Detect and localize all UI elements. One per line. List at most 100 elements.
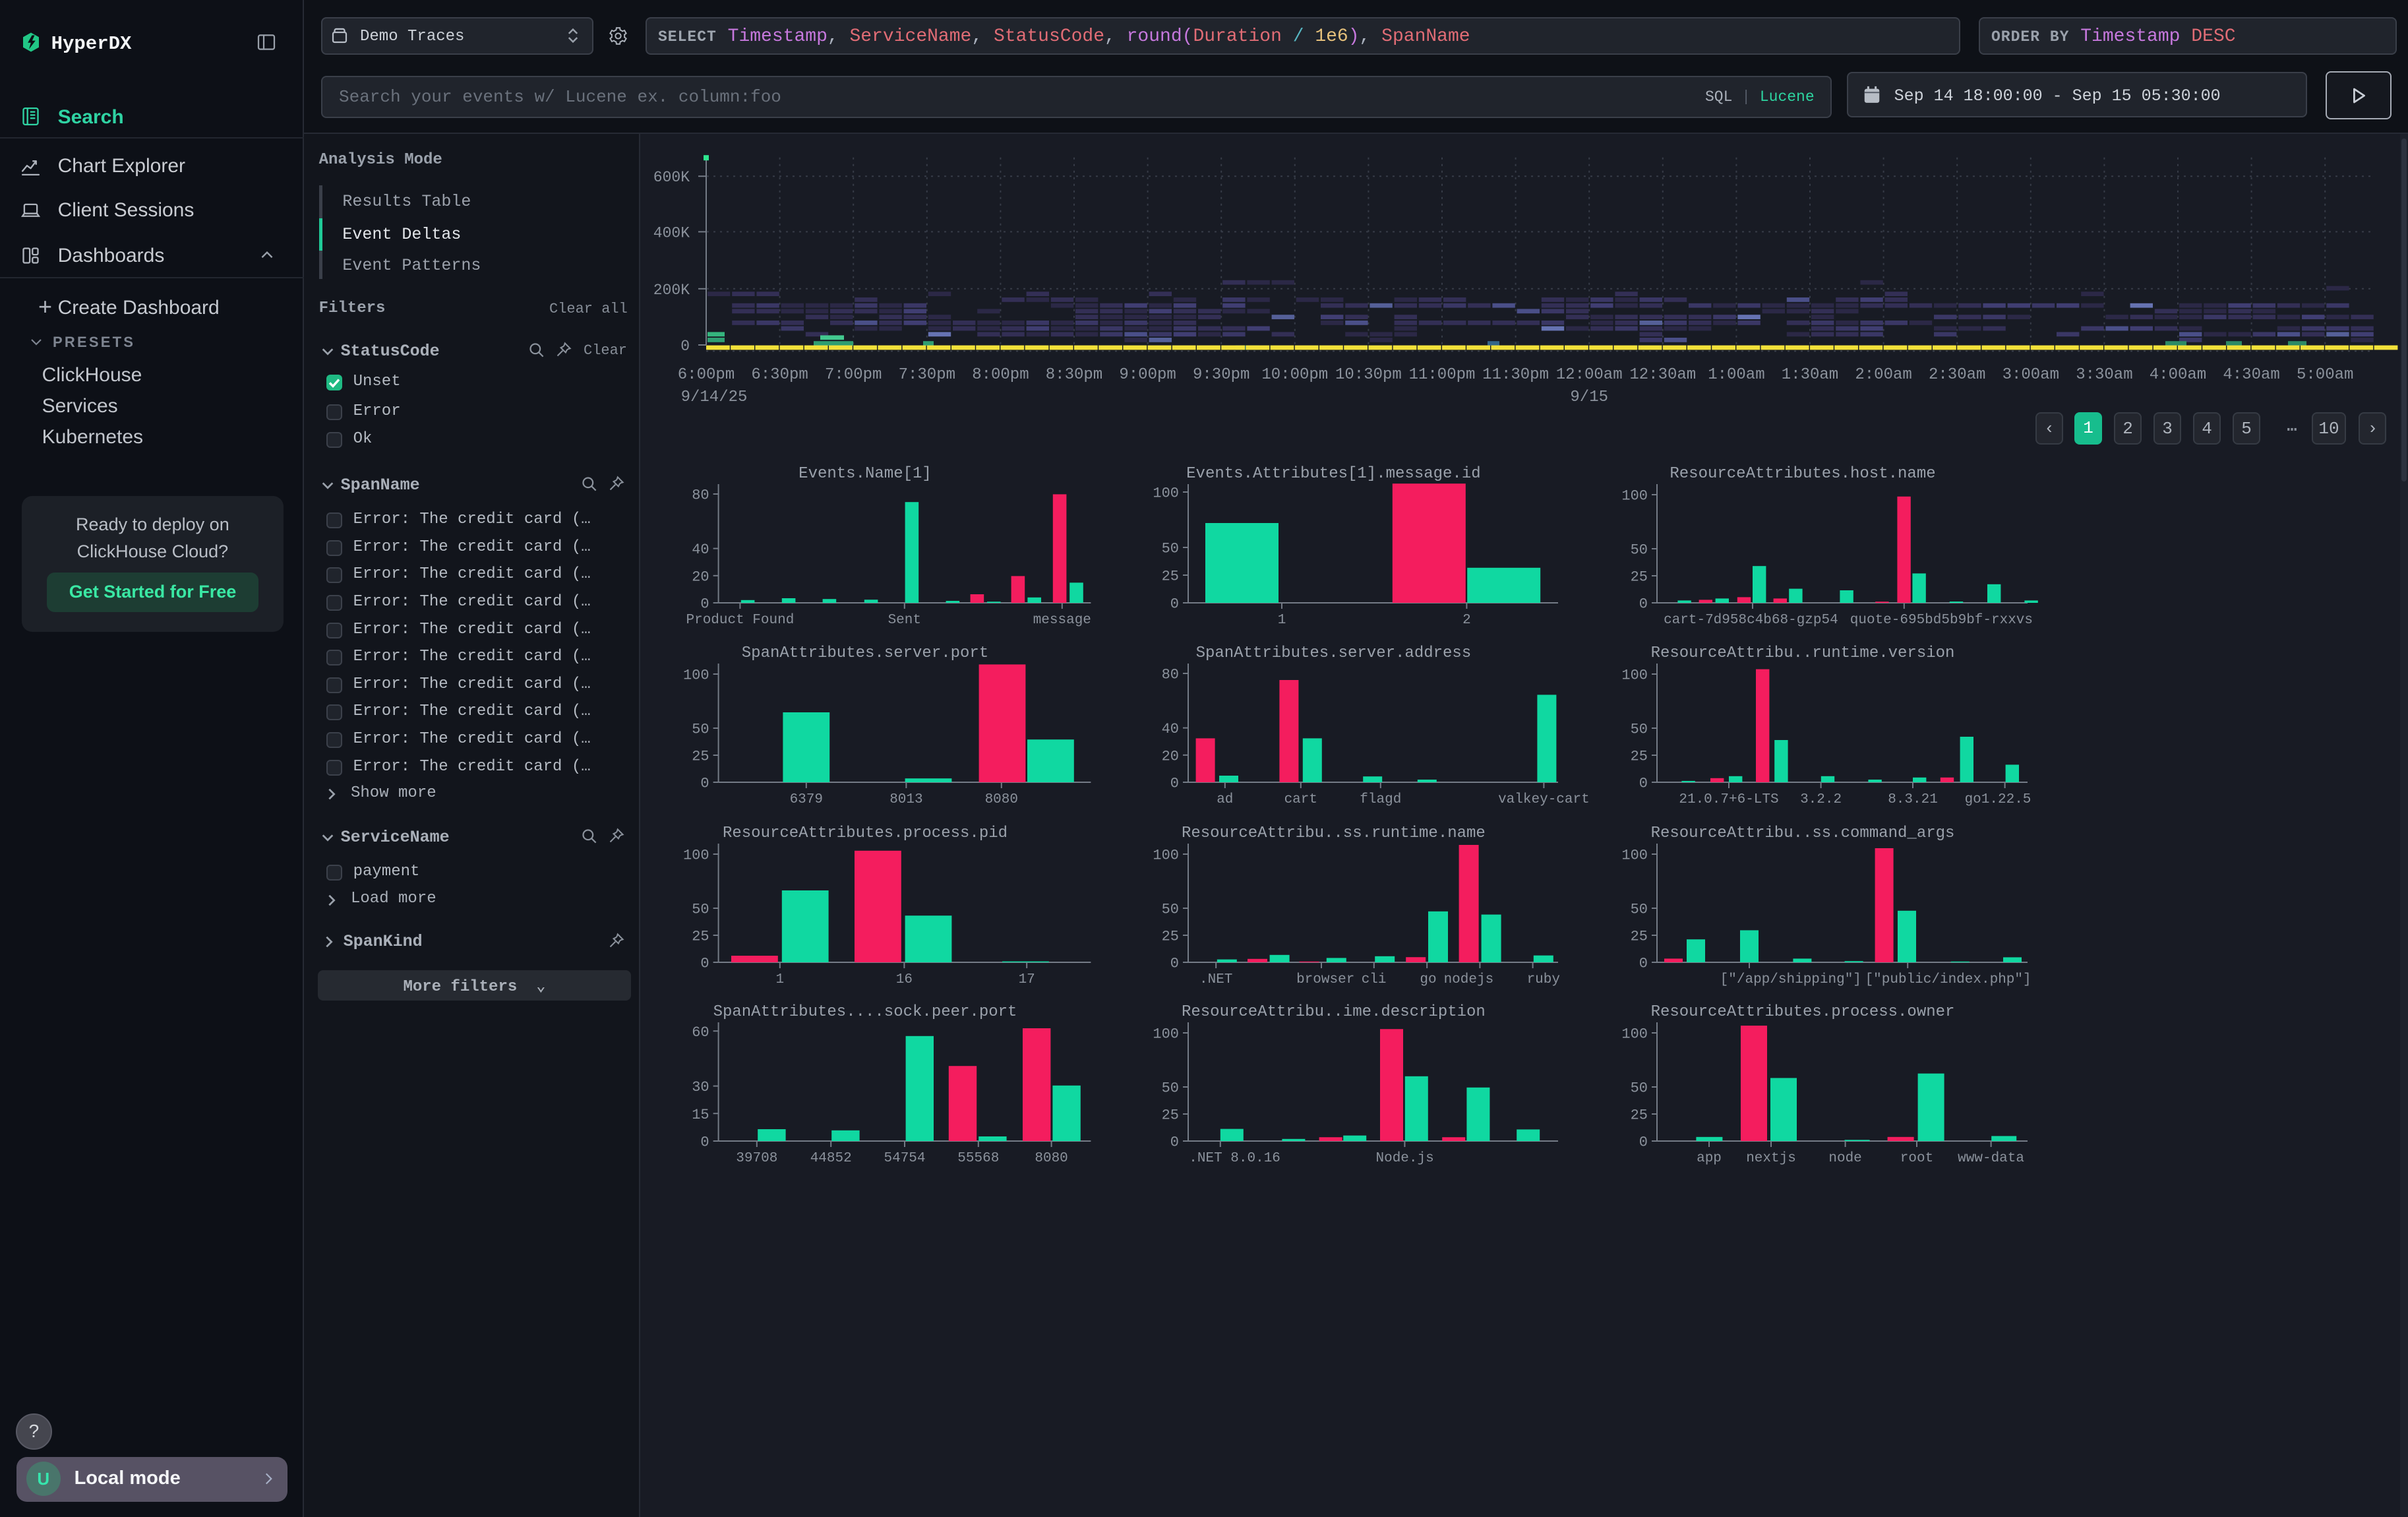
svg-text:0: 0 xyxy=(680,338,690,355)
svg-text:.NET: .NET xyxy=(1199,972,1232,987)
svg-text:3.2.2: 3.2.2 xyxy=(1800,792,1842,807)
svg-text:21.0.7+6-LTS: 21.0.7+6-LTS xyxy=(1679,792,1778,807)
svg-text:50: 50 xyxy=(1631,902,1648,918)
svg-text:25: 25 xyxy=(692,749,709,765)
svg-text:25: 25 xyxy=(1162,569,1179,585)
svg-text:go: go xyxy=(1420,972,1436,987)
svg-text:20: 20 xyxy=(1162,748,1179,764)
svg-text:55568: 55568 xyxy=(957,1151,999,1166)
svg-text:0: 0 xyxy=(1639,596,1648,613)
svg-text:0: 0 xyxy=(700,956,709,972)
svg-text:valkey-cart: valkey-cart xyxy=(1498,792,1590,807)
svg-text:10:30pm: 10:30pm xyxy=(1335,366,1402,384)
svg-text:3:00am: 3:00am xyxy=(2002,366,2059,384)
svg-text:8:00pm: 8:00pm xyxy=(972,366,1029,384)
svg-text:25: 25 xyxy=(1631,749,1648,765)
svg-text:100: 100 xyxy=(1621,488,1648,505)
svg-text:9/15: 9/15 xyxy=(1570,388,1608,406)
svg-text:0: 0 xyxy=(1170,596,1179,613)
svg-text:25: 25 xyxy=(1162,1107,1179,1124)
svg-text:7:00pm: 7:00pm xyxy=(825,366,882,384)
svg-text:50: 50 xyxy=(1631,1080,1648,1097)
svg-text:12:00am: 12:00am xyxy=(1556,366,1623,384)
svg-text:200K: 200K xyxy=(653,282,690,299)
svg-text:80: 80 xyxy=(1162,667,1179,683)
svg-text:ad: ad xyxy=(1217,792,1233,807)
svg-text:50: 50 xyxy=(1162,902,1179,918)
svg-text:root: root xyxy=(1900,1151,1933,1166)
svg-text:1:30am: 1:30am xyxy=(1782,366,1838,384)
svg-text:0: 0 xyxy=(700,776,709,792)
svg-text:2: 2 xyxy=(1462,613,1471,628)
svg-text:15: 15 xyxy=(692,1107,709,1123)
svg-text:25: 25 xyxy=(1631,1107,1648,1124)
svg-text:0: 0 xyxy=(1170,776,1179,792)
svg-text:100: 100 xyxy=(1153,848,1179,864)
svg-text:["/app/shipping"]: ["/app/shipping"] xyxy=(1720,972,1861,987)
svg-text:16: 16 xyxy=(896,972,913,987)
svg-text:11:30pm: 11:30pm xyxy=(1482,366,1549,384)
svg-text:www-data: www-data xyxy=(1958,1151,2024,1166)
svg-text:12:30am: 12:30am xyxy=(1629,366,1696,384)
svg-text:40: 40 xyxy=(1162,721,1179,737)
svg-text:2:30am: 2:30am xyxy=(1929,366,1985,384)
svg-text:100: 100 xyxy=(683,848,709,864)
svg-text:10:00pm: 10:00pm xyxy=(1261,366,1328,384)
svg-text:6:30pm: 6:30pm xyxy=(751,366,808,384)
svg-text:SpanAttributes.server.address: SpanAttributes.server.address xyxy=(1196,644,1472,662)
svg-text:SpanAttributes....sock.peer.po: SpanAttributes....sock.peer.port xyxy=(713,1003,1017,1021)
svg-text:100: 100 xyxy=(1621,1026,1648,1043)
svg-text:50: 50 xyxy=(1631,722,1648,738)
svg-text:600K: 600K xyxy=(653,169,690,186)
svg-text:1: 1 xyxy=(775,972,784,987)
svg-text:nodejs: nodejs xyxy=(1444,972,1494,987)
svg-text:25: 25 xyxy=(1631,569,1648,586)
svg-text:9:30pm: 9:30pm xyxy=(1193,366,1249,384)
svg-text:1:00am: 1:00am xyxy=(1708,366,1764,384)
svg-text:40: 40 xyxy=(692,542,709,558)
svg-text:2:00am: 2:00am xyxy=(1855,366,1911,384)
svg-text:0: 0 xyxy=(1639,776,1648,792)
svg-text:0: 0 xyxy=(1170,956,1179,972)
svg-text:Product Found: Product Found xyxy=(686,613,794,628)
svg-text:1: 1 xyxy=(1278,613,1286,628)
svg-text:ruby: ruby xyxy=(1527,972,1560,987)
svg-text:17: 17 xyxy=(1019,972,1035,987)
svg-text:ResourceAttribu..ss.runtime.na: ResourceAttribu..ss.runtime.name xyxy=(1182,824,1486,842)
svg-text:ResourceAttribu..runtime.versi: ResourceAttribu..runtime.version xyxy=(1651,644,1955,662)
svg-text:50: 50 xyxy=(1162,1080,1179,1097)
svg-text:50: 50 xyxy=(692,722,709,738)
svg-text:100: 100 xyxy=(1153,1026,1179,1043)
svg-text:Node.js: Node.js xyxy=(1375,1151,1433,1166)
svg-text:44852: 44852 xyxy=(810,1151,852,1166)
svg-text:54754: 54754 xyxy=(884,1151,925,1166)
svg-text:ResourceAttributes.host.name: ResourceAttributes.host.name xyxy=(1670,465,1935,483)
svg-text:400K: 400K xyxy=(653,224,690,241)
svg-text:100: 100 xyxy=(683,667,709,684)
svg-text:flagd: flagd xyxy=(1360,792,1401,807)
svg-text:8080: 8080 xyxy=(1035,1151,1068,1166)
svg-text:ResourceAttribu..ime.descripti: ResourceAttribu..ime.description xyxy=(1182,1003,1486,1021)
svg-text:25: 25 xyxy=(1631,929,1648,945)
svg-text:8013: 8013 xyxy=(889,792,922,807)
svg-text:Events.Attributes[1].message.i: Events.Attributes[1].message.id xyxy=(1186,465,1480,483)
svg-text:50: 50 xyxy=(692,902,709,918)
svg-text:100: 100 xyxy=(1153,485,1179,502)
svg-text:6:00pm: 6:00pm xyxy=(678,366,735,384)
svg-text:25: 25 xyxy=(692,929,709,945)
svg-text:0: 0 xyxy=(700,596,709,613)
svg-text:0: 0 xyxy=(700,1134,709,1151)
svg-text:7:30pm: 7:30pm xyxy=(899,366,955,384)
svg-text:SpanAttributes.server.port: SpanAttributes.server.port xyxy=(742,644,988,662)
svg-text:node: node xyxy=(1828,1151,1861,1166)
svg-text:50: 50 xyxy=(1631,542,1648,559)
svg-text:cart-7d958c4b68-gzp54: cart-7d958c4b68-gzp54 xyxy=(1664,613,1838,628)
svg-text:25: 25 xyxy=(1162,929,1179,945)
svg-text:browser: browser xyxy=(1296,972,1354,987)
svg-text:3:30am: 3:30am xyxy=(2076,366,2132,384)
svg-text:message: message xyxy=(1033,613,1091,628)
svg-text:6379: 6379 xyxy=(790,792,823,807)
svg-text:5:00am: 5:00am xyxy=(2297,366,2353,384)
svg-text:100: 100 xyxy=(1621,848,1648,864)
svg-text:4:00am: 4:00am xyxy=(2150,366,2206,384)
